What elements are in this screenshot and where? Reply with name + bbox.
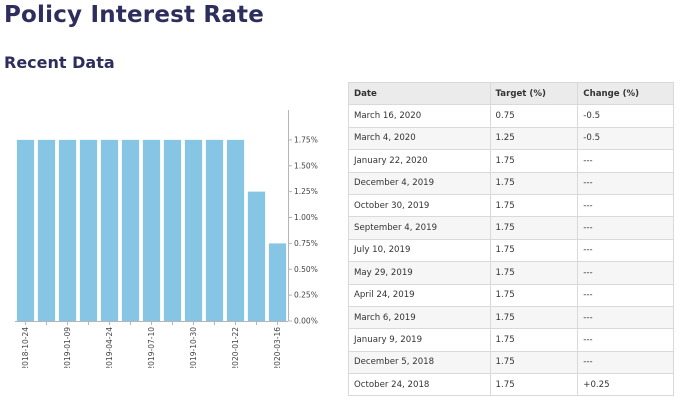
cell-target: 0.75 — [489, 104, 579, 128]
table-row: March 4, 2020 1.25 -0.5 — [348, 126, 674, 151]
table-row: April 24, 2019 1.75 --- — [348, 283, 674, 307]
cell-target: 1.75 — [489, 373, 579, 397]
y-tick-label: 0.00% — [294, 317, 318, 326]
x-tick-label: 2019-10-30 — [189, 327, 198, 368]
bar-2019-12-04 — [205, 139, 224, 321]
cell-date: January 9, 2019 — [348, 328, 491, 352]
bar-2019-01-09 — [58, 139, 77, 321]
bar-2019-09-04 — [163, 139, 182, 321]
table-row: December 5, 2018 1.75 --- — [348, 350, 674, 375]
y-tick-label: 1.50% — [294, 161, 318, 170]
cell-target: 1.75 — [489, 305, 579, 330]
cell-change: --- — [577, 283, 674, 307]
table-row: October 24, 2018 1.75 +0.25 — [348, 373, 674, 397]
table-row: December 4, 2019 1.75 --- — [348, 171, 674, 195]
cell-change: -0.5 — [577, 126, 674, 151]
bar-2019-03-06 — [79, 139, 98, 321]
cell-change: -0.5 — [577, 104, 674, 128]
bar-2019-10-30 — [184, 139, 203, 321]
cell-target: 1.75 — [489, 216, 579, 240]
cell-date: January 22, 2020 — [348, 149, 491, 173]
cell-change: --- — [577, 261, 674, 285]
x-tick-label: 2019-01-09 — [63, 327, 72, 368]
cell-change: --- — [577, 216, 674, 240]
cell-change: +0.25 — [577, 373, 674, 397]
table-header-row: Date Target (%) Change (%) — [348, 81, 674, 106]
table-row: September 4, 2019 1.75 --- — [348, 216, 674, 240]
cell-target: 1.25 — [489, 126, 579, 151]
bar-2019-05-29 — [121, 139, 140, 321]
cell-target: 1.75 — [489, 350, 579, 375]
cell-target: 1.75 — [489, 238, 579, 263]
table-row: January 9, 2019 1.75 --- — [348, 328, 674, 352]
y-tick-label: 0.50% — [294, 265, 318, 274]
cell-date: April 24, 2019 — [348, 283, 491, 307]
rates-table: Date Target (%) Change (%) March 16, 202… — [348, 81, 674, 397]
header-change: Change (%) — [577, 81, 674, 106]
x-tick-label: 2018-10-24 — [21, 327, 30, 368]
cell-date: October 30, 2019 — [348, 193, 491, 218]
cell-date: December 4, 2019 — [348, 171, 491, 195]
cell-date: March 4, 2020 — [348, 126, 491, 151]
cell-target: 1.75 — [489, 149, 579, 173]
policy-rate-bar-chart: 0.00% 0.25% 0.50% 0.75% 1.00% 1.25% 1.50% 1.75%… — [15, 110, 318, 368]
header-target: Target (%) — [489, 81, 579, 106]
table-row: March 6, 2019 1.75 --- — [348, 305, 674, 330]
bar-2020-03-04 — [247, 191, 266, 321]
x-tick-label: 2019-04-24 — [105, 327, 114, 368]
y-tick-label: 0.25% — [294, 291, 318, 300]
cell-date: March 6, 2019 — [348, 305, 491, 330]
cell-target: 1.75 — [489, 328, 579, 352]
table-row: October 30, 2019 1.75 --- — [348, 193, 674, 218]
header-date: Date — [348, 81, 491, 106]
cell-date: December 5, 2018 — [348, 350, 491, 375]
x-tick-label: 2020-01-22 — [231, 327, 240, 368]
bar-2019-04-24 — [100, 139, 119, 321]
table-row: January 22, 2020 1.75 --- — [348, 149, 674, 173]
bar-2019-07-10 — [142, 139, 161, 321]
cell-date: July 10, 2019 — [348, 238, 491, 263]
bar-2018-10-24 — [16, 139, 35, 321]
bar-2020-01-22 — [226, 139, 245, 321]
cell-change: --- — [577, 238, 674, 263]
cell-change: --- — [577, 193, 674, 218]
cell-date: October 24, 2018 — [348, 373, 491, 397]
ticks-group: 0.00% 0.25% 0.50% 0.75% 1.00% 1.25% 1.50% 1.75%… — [21, 135, 318, 368]
cell-change: --- — [577, 350, 674, 375]
table-row: March 16, 2020 0.75 -0.5 — [348, 104, 674, 128]
cell-change: --- — [577, 171, 674, 195]
y-tick-label: 0.75% — [294, 239, 318, 248]
section-title: Recent Data — [4, 53, 115, 72]
bars-group — [16, 139, 287, 321]
cell-date: September 4, 2019 — [348, 216, 491, 240]
cell-date: May 29, 2019 — [348, 261, 491, 285]
bar-2018-12-05 — [37, 139, 56, 321]
table-row: May 29, 2019 1.75 --- — [348, 261, 674, 285]
y-tick-label: 1.75% — [294, 135, 318, 144]
bar-2020-03-16 — [268, 243, 287, 321]
cell-change: --- — [577, 328, 674, 352]
x-tick-label: 2020-03-16 — [273, 327, 282, 368]
cell-target: 1.75 — [489, 171, 579, 195]
cell-target: 1.75 — [489, 261, 579, 285]
table-row: July 10, 2019 1.75 --- — [348, 238, 674, 263]
x-tick-label: 2019-07-10 — [147, 327, 156, 368]
cell-change: --- — [577, 149, 674, 173]
cell-date: March 16, 2020 — [348, 104, 491, 128]
cell-target: 1.75 — [489, 193, 579, 218]
cell-change: --- — [577, 305, 674, 330]
cell-target: 1.75 — [489, 283, 579, 307]
y-tick-label: 1.00% — [294, 213, 318, 222]
page-title: Policy Interest Rate — [4, 2, 265, 28]
y-tick-label: 1.25% — [294, 187, 318, 196]
